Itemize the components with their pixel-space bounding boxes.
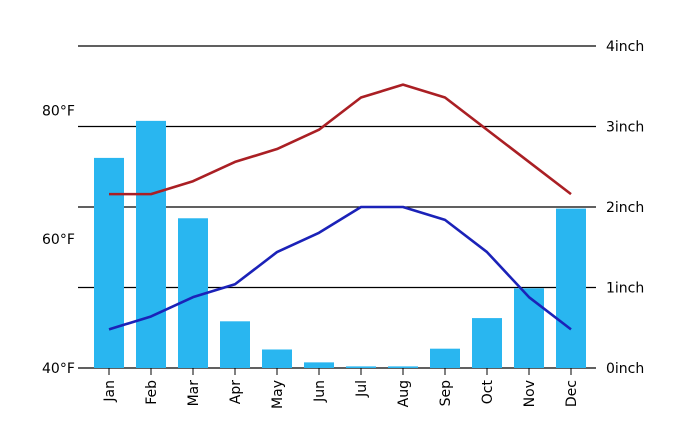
x-axis: Jan Feb Mar Apr May Jun Jul Aug Sep Oct Nov Dec: [102, 368, 580, 409]
x-tick-label: Dec: [564, 380, 580, 407]
right-axis: 0inch 1inch 2inch 3inch 4inch: [606, 39, 644, 377]
low-temperature-line: [108, 205, 572, 331]
precipitation-bar: [556, 208, 586, 368]
x-tick-label: Apr: [228, 380, 244, 404]
precipitation-bar: [220, 321, 250, 368]
right-tick-label: 0inch: [606, 361, 644, 377]
left-axis: 40°F 60°F 80°F: [42, 103, 75, 377]
precipitation-bar: [472, 318, 502, 368]
left-tick-label: 60°F: [42, 232, 75, 248]
high-temperature-line: [109, 83, 572, 196]
right-tick-label: 3inch: [606, 120, 644, 136]
x-tick-label: Jan: [102, 380, 118, 403]
precipitation-bar: [430, 348, 460, 368]
x-tick-label: Nov: [522, 380, 538, 407]
x-tick-label: Jul: [354, 380, 370, 398]
x-tick-label: Feb: [144, 380, 160, 405]
precipitation-bar: [262, 349, 292, 368]
left-tick-label: 40°F: [42, 361, 75, 377]
precipitation-bar: [388, 366, 418, 368]
x-tick-label: Oct: [480, 380, 496, 405]
right-tick-label: 2inch: [606, 200, 644, 216]
precipitation-bar: [94, 157, 124, 368]
precipitation-bar: [346, 366, 376, 368]
right-tick-label: 1inch: [606, 281, 644, 297]
x-tick-label: Mar: [186, 380, 202, 407]
left-tick-label: 80°F: [42, 103, 75, 119]
x-tick-label: Aug: [396, 380, 412, 407]
precipitation-bar: [304, 362, 334, 368]
precipitation-bars: [94, 120, 586, 369]
right-tick-label: 4inch: [606, 39, 644, 55]
x-tick-label: Jun: [312, 380, 328, 403]
x-tick-label: Sep: [438, 380, 454, 407]
precipitation-bar: [514, 288, 544, 368]
precipitation-bar: [136, 120, 166, 369]
x-tick-label: May: [270, 380, 286, 409]
temperature-lines: [108, 83, 572, 331]
